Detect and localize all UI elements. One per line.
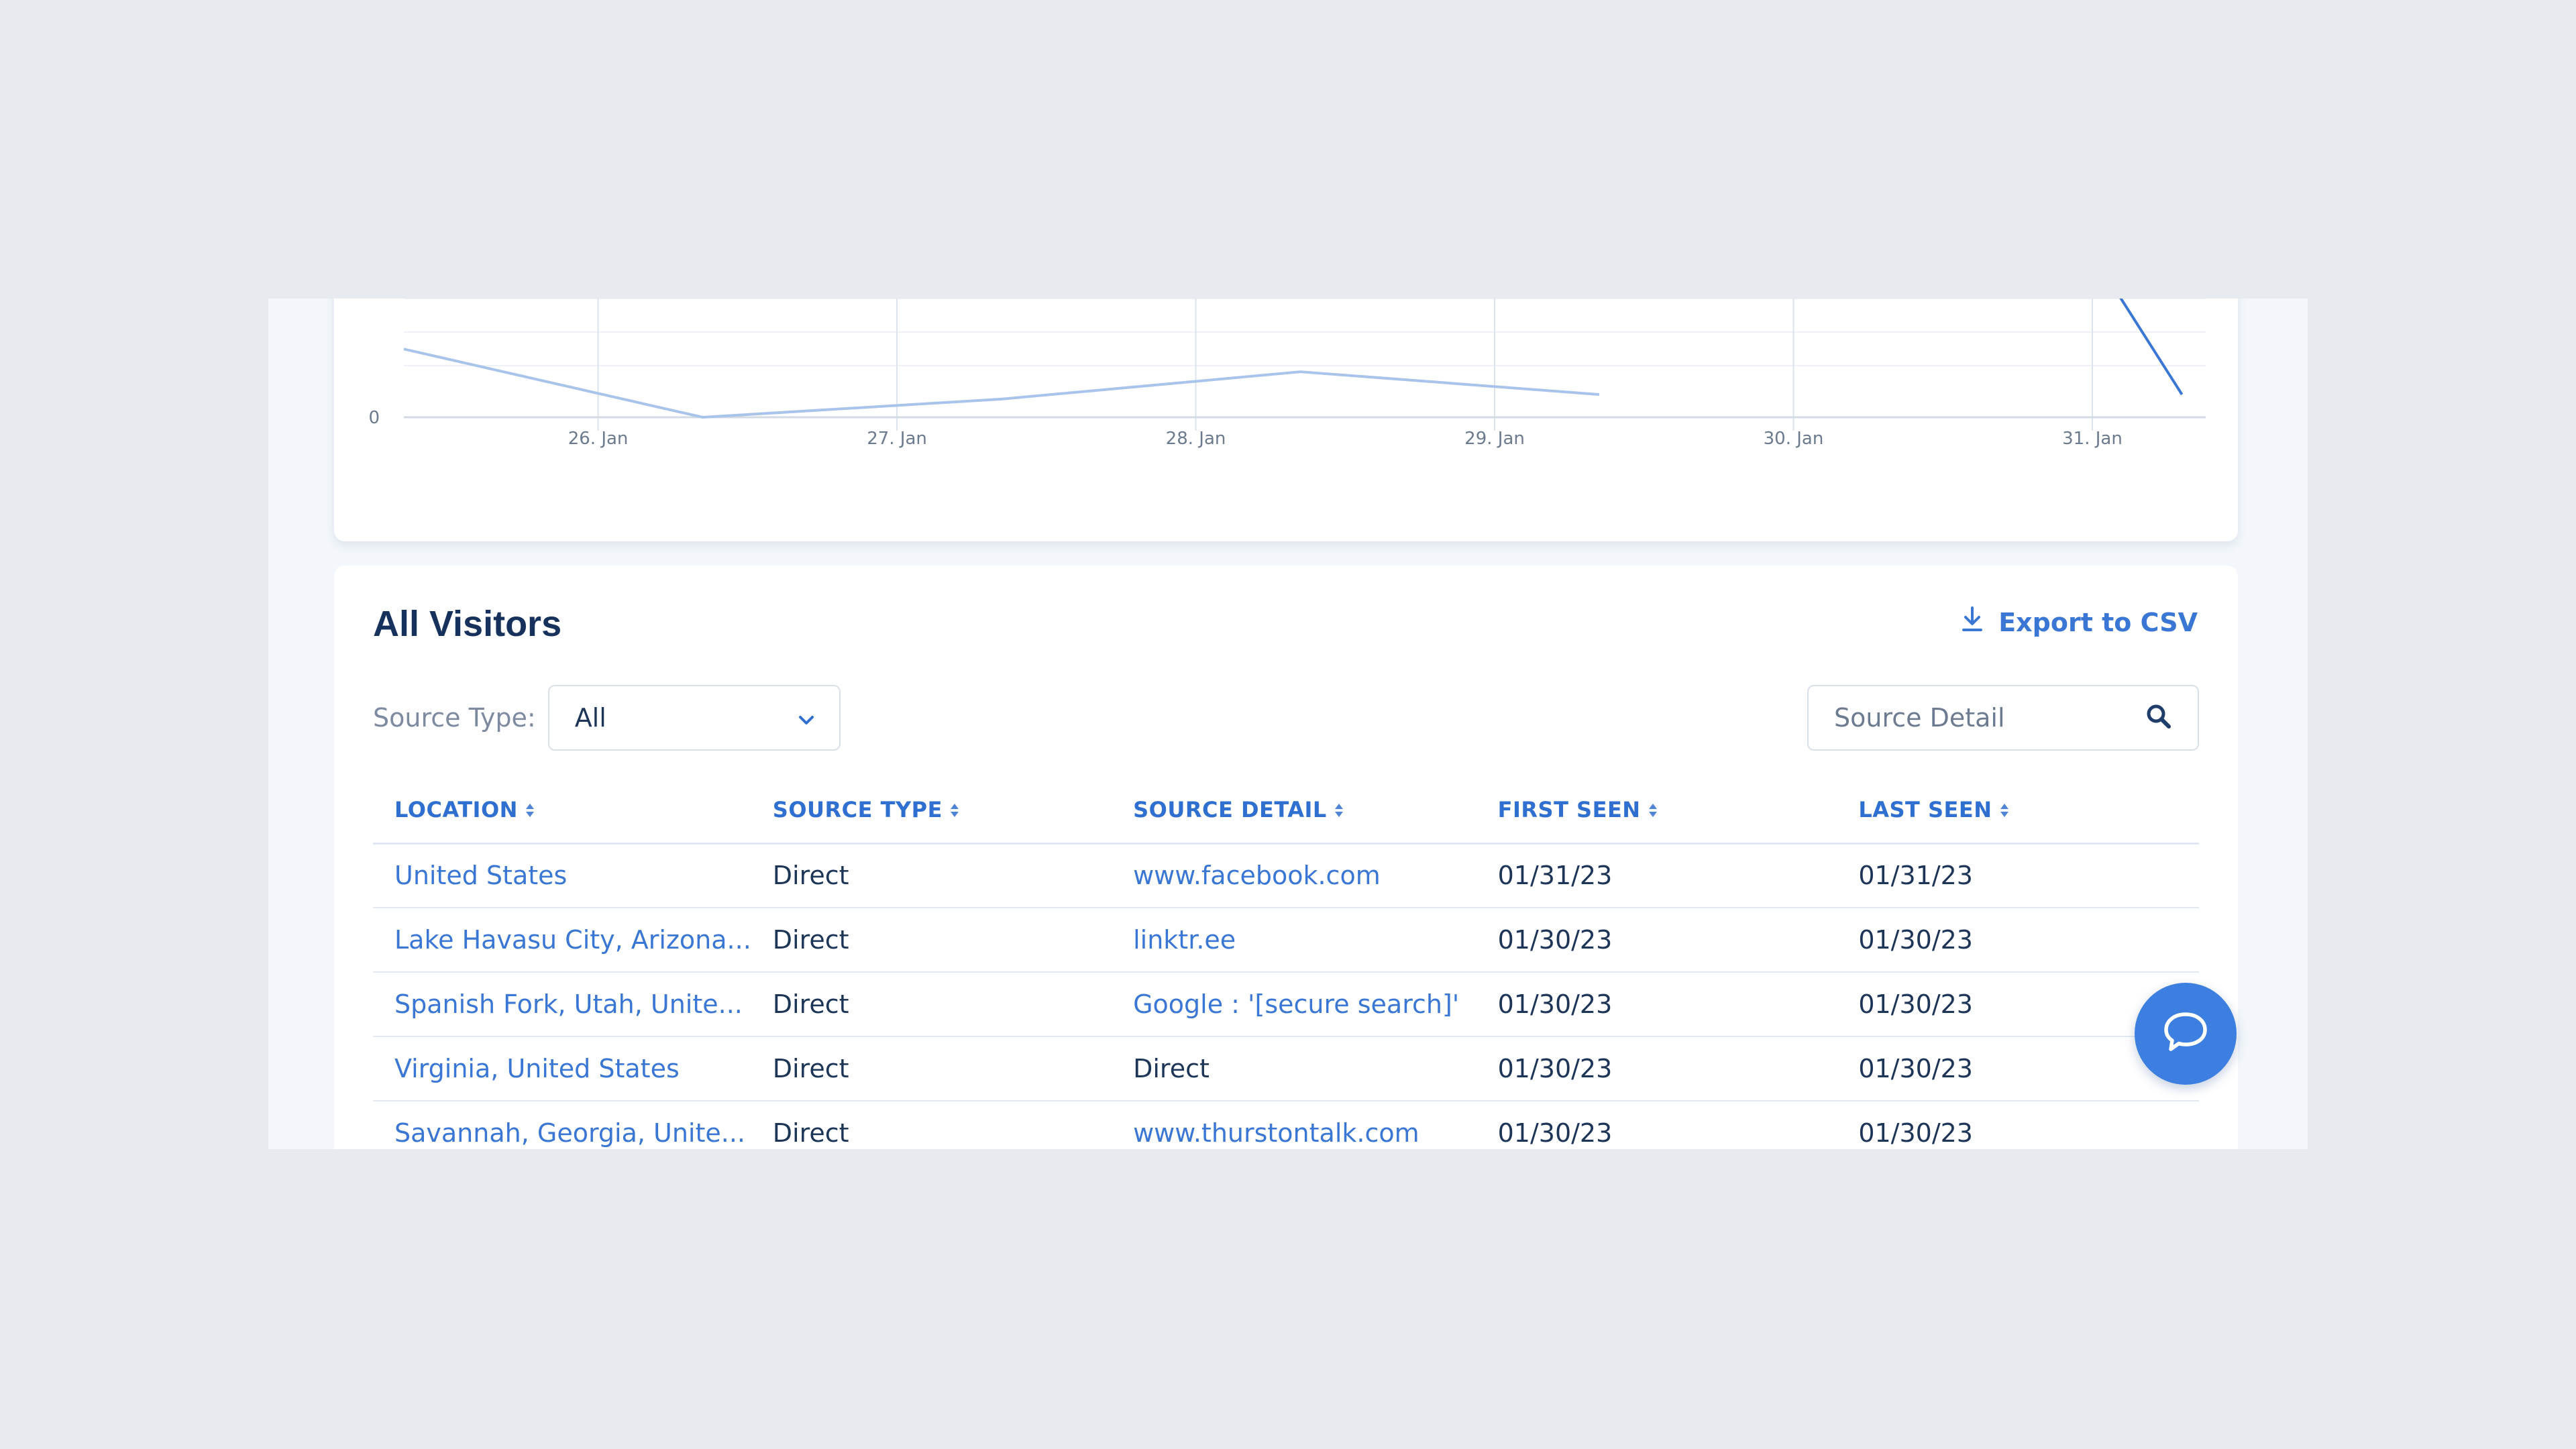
sort-icon[interactable]	[1999, 798, 2010, 824]
source-type-cell: Direct	[751, 1036, 1112, 1102]
column-header-last-seen[interactable]: LAST SEEN	[1837, 779, 2199, 845]
source-type-filter: Source Type: All	[373, 685, 841, 751]
x-tick-label: 27. Jan	[867, 429, 927, 449]
last-seen-cell: 01/30/23	[1837, 1101, 2199, 1149]
source-type-value: All	[574, 703, 606, 733]
series-line-0	[403, 347, 1600, 419]
table-header-row: LOCATION SOURCE TYPE SOURCE DETAIL FIRST SE…	[373, 779, 2199, 845]
table-row: Virginia, United States Direct Direct 01/30…	[373, 1036, 2199, 1102]
column-header-first-seen[interactable]: FIRST SEEN	[1476, 779, 1837, 845]
x-tick-label: 31. Jan	[2062, 429, 2123, 449]
source-detail-input[interactable]	[1834, 703, 2129, 733]
series-line-1	[2119, 299, 2184, 396]
visitors-line-chart: 26. Jan 27. Jan 28. Jan 29. Jan 30. Jan 31. J…	[368, 299, 2206, 449]
column-header-label: LAST SEEN	[1858, 797, 1992, 823]
column-header-source-type[interactable]: SOURCE TYPE	[751, 779, 1112, 845]
source-detail-cell[interactable]: linktr.ee	[1112, 908, 1477, 973]
location-cell[interactable]: United States	[373, 843, 751, 908]
first-seen-cell: 01/30/23	[1476, 908, 1837, 973]
source-type-cell: Direct	[751, 908, 1112, 973]
last-seen-cell: 01/31/23	[1837, 843, 2199, 908]
first-seen-cell: 01/30/23	[1476, 972, 1837, 1037]
column-header-label: SOURCE DETAIL	[1133, 797, 1327, 823]
sort-icon[interactable]	[525, 798, 535, 824]
table-row: Savannah, Georgia, Unite... Direct www.thu…	[373, 1101, 2199, 1149]
sort-icon[interactable]	[949, 798, 960, 824]
source-detail-search[interactable]	[1807, 685, 2199, 751]
export-csv-button[interactable]: Export to CSV	[1961, 606, 2198, 639]
card-title: All Visitors	[373, 604, 562, 644]
sort-icon[interactable]	[1334, 798, 1344, 824]
location-cell[interactable]: Virginia, United States	[373, 1036, 751, 1102]
sort-icon[interactable]	[1648, 798, 1658, 824]
source-detail-cell[interactable]: Google : '[secure search]'	[1112, 972, 1477, 1037]
page-viewport: 26. Jan 27. Jan 28. Jan 29. Jan 30. Jan 31. J…	[268, 299, 2308, 1149]
source-detail-cell: Direct	[1112, 1036, 1477, 1102]
first-seen-cell: 01/31/23	[1476, 843, 1837, 908]
column-header-source-detail[interactable]: SOURCE DETAIL	[1112, 779, 1477, 845]
download-icon	[1961, 606, 1984, 639]
column-header-label: SOURCE TYPE	[772, 797, 943, 823]
first-seen-cell: 01/30/23	[1476, 1036, 1837, 1102]
last-seen-cell: 01/30/23	[1837, 908, 2199, 973]
source-type-cell: Direct	[751, 972, 1112, 1037]
x-tick-label: 28. Jan	[1166, 429, 1226, 449]
source-type-cell: Direct	[751, 843, 1112, 908]
search-icon[interactable]	[2145, 703, 2172, 733]
location-cell[interactable]: Savannah, Georgia, Unite...	[373, 1101, 751, 1149]
x-tick-label: 29. Jan	[1464, 429, 1525, 449]
y-tick-label: 0	[368, 408, 380, 428]
visitors-chart-card: 26. Jan 27. Jan 28. Jan 29. Jan 30. Jan 31. J…	[334, 299, 2238, 541]
chat-button[interactable]	[2135, 983, 2237, 1085]
column-header-label: LOCATION	[394, 797, 518, 823]
location-cell[interactable]: Lake Havasu City, Arizona...	[373, 908, 751, 973]
last-seen-cell: 01/30/23	[1837, 1036, 2199, 1102]
table-row: Lake Havasu City, Arizona... Direct linktr…	[373, 908, 2199, 973]
source-detail-cell[interactable]: www.thurstontalk.com	[1112, 1101, 1477, 1149]
table-row: Spanish Fork, Utah, Unite... Direct Google…	[373, 972, 2199, 1037]
source-detail-cell[interactable]: www.facebook.com	[1112, 843, 1477, 908]
all-visitors-card: All Visitors Export to CSV Source Type: …	[334, 566, 2238, 1149]
visitors-table: LOCATION SOURCE TYPE SOURCE DETAIL FIRST SE…	[373, 779, 2199, 1149]
column-header-location[interactable]: LOCATION	[373, 779, 751, 845]
location-cell[interactable]: Spanish Fork, Utah, Unite...	[373, 972, 751, 1037]
first-seen-cell: 01/30/23	[1476, 1101, 1837, 1149]
export-csv-label: Export to CSV	[1998, 607, 2198, 637]
column-header-label: FIRST SEEN	[1497, 797, 1641, 823]
source-type-select[interactable]: All	[547, 685, 841, 751]
chevron-down-icon	[798, 703, 815, 733]
x-tick-label: 30. Jan	[1764, 429, 1824, 449]
table-row: United States Direct www.facebook.com 01/31…	[373, 843, 2199, 908]
source-type-label: Source Type:	[373, 703, 536, 733]
source-type-cell: Direct	[751, 1101, 1112, 1149]
chat-bubble-icon	[2162, 1010, 2209, 1058]
x-tick-label: 26. Jan	[568, 429, 629, 449]
visitors-table-body: United States Direct www.facebook.com 01/31…	[373, 843, 2199, 1149]
